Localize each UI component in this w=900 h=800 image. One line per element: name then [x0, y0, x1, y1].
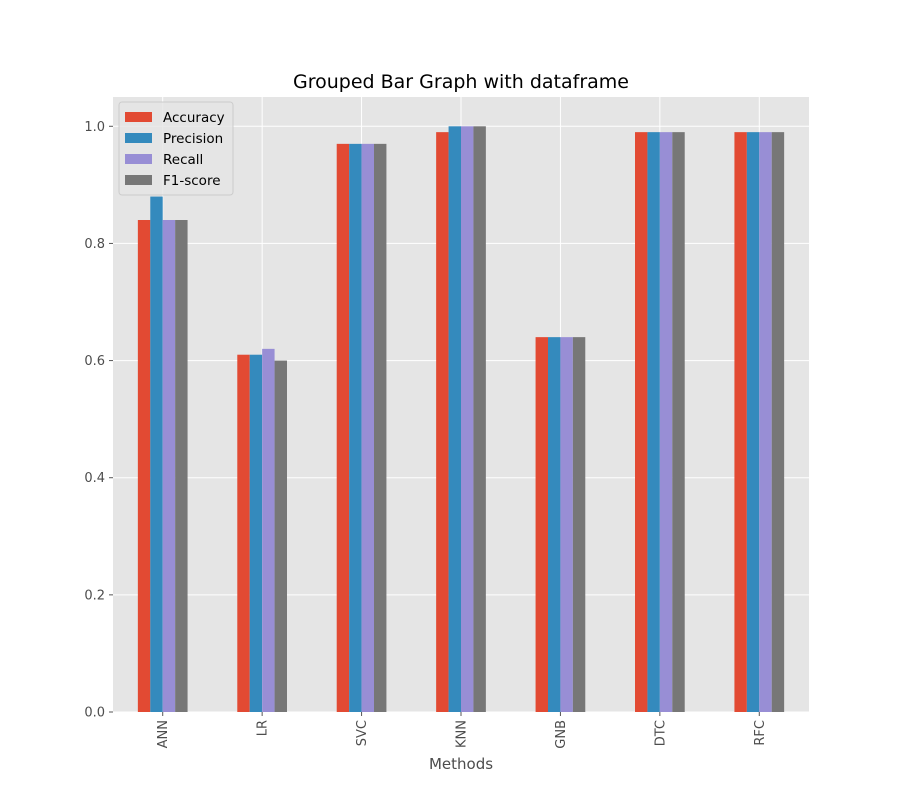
y-tick-label: 0.2: [84, 588, 105, 603]
y-tick-label: 0.0: [84, 706, 105, 721]
bar-accuracy-lr: [237, 354, 250, 712]
y-axis: 0.0 0.2 0.4 0.6 0.8 1.0: [84, 120, 113, 721]
bar-accuracy-dtc: [635, 132, 648, 713]
bar-accuracy-gnb: [535, 337, 548, 712]
bar-precision-rfc: [746, 132, 760, 713]
bar-accuracy-ann: [137, 220, 151, 712]
y-tick-label: 0.6: [84, 354, 105, 369]
bar-recall-knn: [461, 126, 474, 713]
bar-f1-score-rfc: [771, 132, 785, 713]
x-tick-label: DTC: [653, 720, 668, 746]
bar-precision-dtc: [647, 132, 660, 713]
bar-recall-rfc: [759, 132, 772, 713]
bar-f1-score-ann: [175, 220, 188, 712]
bar-precision-ann: [150, 196, 163, 713]
bars: [137, 126, 785, 713]
bar-accuracy-rfc: [734, 132, 747, 713]
x-tick-label: GNB: [554, 720, 569, 749]
legend-label: F1-score: [163, 173, 221, 189]
y-tick-label: 0.8: [84, 237, 105, 252]
bar-recall-svc: [361, 143, 374, 712]
bar-precision-knn: [448, 126, 461, 713]
chart-title: Grouped Bar Graph with dataframe: [293, 71, 629, 93]
legend-label: Recall: [163, 152, 203, 168]
bar-f1-score-knn: [473, 126, 486, 713]
bar-f1-score-dtc: [672, 132, 685, 713]
bar-precision-lr: [249, 354, 263, 712]
bar-accuracy-knn: [436, 132, 449, 713]
bar-precision-svc: [349, 143, 362, 712]
legend-swatch: [125, 112, 152, 122]
x-tick-label: KNN: [455, 720, 470, 748]
x-tick-label: ANN: [156, 720, 171, 748]
bar-accuracy-svc: [336, 143, 350, 712]
legend-label: Precision: [163, 131, 223, 147]
legend-label: Accuracy: [163, 110, 225, 126]
bar-f1-score-lr: [274, 360, 287, 712]
x-axis-label: Methods: [429, 755, 493, 773]
bar-f1-score-gnb: [572, 337, 586, 712]
legend-swatch: [125, 175, 152, 185]
bar-recall-lr: [262, 348, 275, 712]
y-tick-label: 0.4: [84, 471, 105, 486]
x-axis: ANN LR SVC KNN GNB DTC RFC: [156, 712, 768, 749]
legend-swatch: [125, 154, 152, 164]
x-tick-label: RFC: [753, 720, 768, 746]
legend-box: [118, 101, 234, 196]
x-tick-label: LR: [256, 720, 271, 736]
bar-precision-gnb: [548, 337, 561, 712]
bar-recall-ann: [162, 220, 176, 712]
bar-f1-score-svc: [374, 143, 387, 712]
y-tick-label: 1.0: [84, 120, 105, 135]
bar-recall-dtc: [659, 132, 673, 713]
x-tick-label: SVC: [355, 720, 370, 746]
bar-recall-gnb: [560, 337, 573, 712]
legend-swatch: [125, 133, 152, 143]
legend: Accuracy Precision Recall F1-score: [118, 101, 234, 196]
